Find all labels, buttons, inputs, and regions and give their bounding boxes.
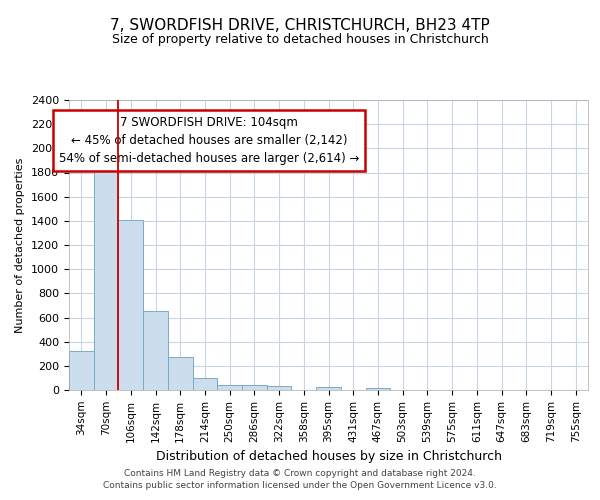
- Bar: [168, 357, 193, 390]
- Text: Contains public sector information licensed under the Open Government Licence v3: Contains public sector information licen…: [103, 481, 497, 490]
- Bar: [267, 386, 292, 390]
- Bar: [217, 384, 242, 390]
- Bar: [242, 385, 267, 390]
- Bar: [365, 388, 390, 390]
- Text: 7 SWORDFISH DRIVE: 104sqm
← 45% of detached houses are smaller (2,142)
54% of se: 7 SWORDFISH DRIVE: 104sqm ← 45% of detac…: [59, 116, 359, 165]
- Bar: [316, 387, 341, 390]
- Bar: [118, 220, 143, 390]
- Text: Contains HM Land Registry data © Crown copyright and database right 2024.: Contains HM Land Registry data © Crown c…: [124, 468, 476, 477]
- X-axis label: Distribution of detached houses by size in Christchurch: Distribution of detached houses by size …: [155, 450, 502, 463]
- Bar: [143, 312, 168, 390]
- Text: Size of property relative to detached houses in Christchurch: Size of property relative to detached ho…: [112, 32, 488, 46]
- Text: 7, SWORDFISH DRIVE, CHRISTCHURCH, BH23 4TP: 7, SWORDFISH DRIVE, CHRISTCHURCH, BH23 4…: [110, 18, 490, 32]
- Bar: [69, 350, 94, 390]
- Bar: [193, 378, 217, 390]
- Bar: [94, 151, 118, 390]
- Y-axis label: Number of detached properties: Number of detached properties: [16, 158, 25, 332]
